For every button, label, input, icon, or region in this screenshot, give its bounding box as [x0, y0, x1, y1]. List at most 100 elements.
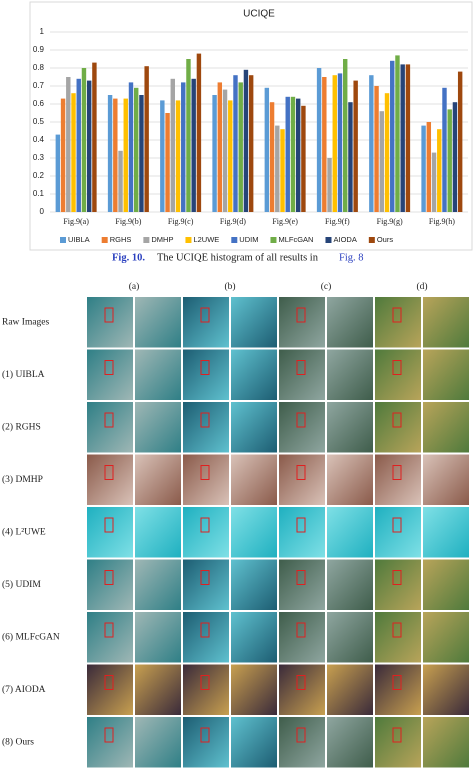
- bar: [243, 69, 249, 212]
- bar: [353, 80, 358, 212]
- image-thumbnail: [423, 559, 469, 610]
- zoom-box: [296, 727, 306, 743]
- bar: [332, 75, 337, 212]
- zoom-box: [200, 307, 210, 323]
- bar: [144, 66, 149, 212]
- image-thumbnail: [423, 349, 469, 400]
- y-tick-label: 0.7: [33, 81, 45, 90]
- bar: [285, 96, 290, 212]
- bar: [295, 98, 301, 212]
- bar: [123, 98, 128, 212]
- image-thumbnail: [327, 559, 373, 610]
- bar: [290, 96, 296, 212]
- image-thumbnail: [327, 349, 373, 400]
- zoom-box: [200, 517, 210, 533]
- bar: [160, 100, 165, 212]
- zoom-box: [104, 360, 114, 375]
- image-thumbnail: [423, 612, 469, 663]
- y-tick-label: 0.2: [33, 171, 45, 180]
- bar: [118, 150, 123, 212]
- bar: [217, 82, 223, 213]
- bar: [421, 125, 426, 212]
- legend-swatch: [270, 237, 277, 243]
- y-tick-label: 0.1: [33, 189, 45, 198]
- bar: [343, 59, 348, 212]
- bar: [447, 109, 452, 212]
- legend-label: Ours: [377, 235, 394, 244]
- bar: [275, 125, 280, 212]
- zoom-box: [296, 360, 306, 375]
- x-tick-label: Fig.9(g): [377, 217, 403, 226]
- bar: [337, 73, 343, 213]
- bar: [196, 53, 202, 212]
- y-tick-label: 0.8: [33, 63, 45, 72]
- bar: [437, 129, 442, 212]
- row-label: (6) MLFcGAN: [2, 631, 60, 642]
- bar: [400, 64, 405, 213]
- caption-label: Fig. 10.: [112, 252, 145, 263]
- bar: [322, 77, 327, 212]
- x-tick-label: Fig.9(e): [272, 217, 298, 226]
- bar: [264, 87, 270, 212]
- zoom-box: [392, 570, 402, 585]
- zoom-box: [200, 570, 210, 585]
- image-thumbnail: [327, 664, 373, 715]
- bar: [165, 113, 170, 212]
- bar: [212, 95, 217, 212]
- image-thumbnail: [135, 297, 181, 348]
- image-thumbnail: [327, 717, 373, 768]
- zoom-box: [392, 360, 402, 375]
- bar: [113, 98, 118, 212]
- y-tick-label: 0.9: [33, 45, 45, 54]
- bar: [86, 80, 92, 212]
- zoom-box: [392, 675, 402, 690]
- image-thumbnail: [231, 664, 277, 715]
- bar: [405, 64, 411, 213]
- chart-title: UCIQE: [243, 9, 275, 20]
- row-label: (2) RGHS: [2, 421, 41, 432]
- zoom-box: [392, 622, 402, 638]
- bar: [60, 98, 66, 212]
- zoom-box: [296, 307, 306, 323]
- zoom-box: [200, 412, 210, 428]
- caption-ref: Fig. 8: [339, 252, 364, 263]
- image-thumbnail: [135, 507, 181, 558]
- bar: [186, 59, 191, 212]
- zoom-box: [104, 465, 114, 480]
- image-thumbnail: [423, 402, 469, 453]
- bar: [452, 102, 458, 212]
- image-thumbnail: [423, 717, 469, 768]
- zoom-box: [104, 412, 114, 428]
- legend-swatch: [325, 237, 332, 243]
- row-label: (1) UIBLA: [2, 369, 45, 380]
- zoom-box: [200, 360, 210, 375]
- image-thumbnail: [231, 717, 277, 768]
- zoom-box: [392, 307, 402, 323]
- bar: [191, 78, 196, 212]
- legend-label: AIODA: [333, 235, 356, 244]
- image-thumbnail: [327, 507, 373, 558]
- legend-label: UDIM: [239, 235, 258, 244]
- zoom-box: [296, 465, 306, 480]
- bar: [76, 78, 81, 212]
- image-thumbnail: [135, 402, 181, 453]
- zoom-box: [296, 412, 306, 428]
- bar: [55, 134, 61, 212]
- zoom-box: [296, 517, 306, 533]
- legend-swatch: [101, 237, 108, 243]
- bar: [222, 89, 228, 212]
- bar: [431, 152, 437, 212]
- zoom-box: [104, 517, 114, 533]
- y-tick-label: 1: [40, 27, 45, 36]
- bar: [327, 158, 332, 212]
- image-thumbnail: [231, 402, 277, 453]
- image-thumbnail: [423, 507, 469, 558]
- bar: [348, 102, 353, 212]
- bar: [71, 93, 76, 212]
- zoom-box: [296, 622, 306, 638]
- zoom-box: [200, 675, 210, 690]
- image-thumbnail: [135, 559, 181, 610]
- zoom-box: [392, 412, 402, 428]
